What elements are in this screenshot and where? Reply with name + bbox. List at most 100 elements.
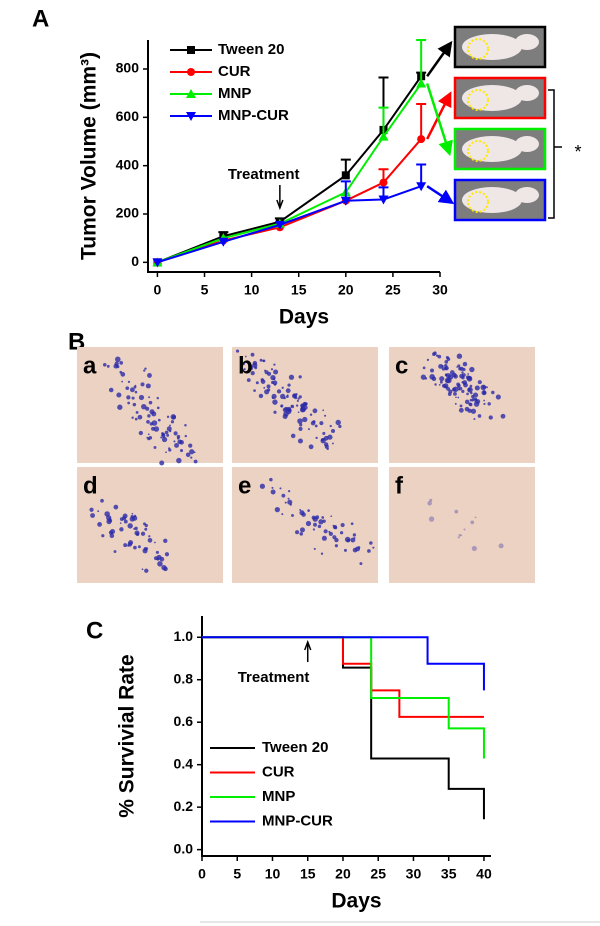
stain-dot: [193, 459, 198, 464]
stain-dot: [457, 383, 461, 388]
x-tick-label: 25: [370, 866, 386, 882]
tumor-circle: [467, 89, 489, 111]
stain-dot: [308, 444, 314, 450]
stain-dot: [332, 524, 337, 530]
stain-dot: [441, 367, 446, 371]
stain-dot: [454, 402, 457, 405]
stain-dot: [149, 422, 154, 426]
mouse-body: [462, 34, 522, 60]
stain-dot: [431, 376, 437, 382]
stain-dot: [273, 410, 277, 414]
stain-dot: [138, 394, 145, 401]
micrograph: [77, 347, 223, 463]
stain-dot: [312, 408, 318, 414]
stain-dot: [422, 366, 426, 370]
stain-dot: [473, 418, 476, 421]
stain-dot: [474, 385, 480, 391]
stain-dot: [272, 399, 278, 405]
stain-dot: [312, 528, 316, 531]
stain-dot: [470, 520, 475, 525]
stain-dot: [159, 460, 165, 466]
panel-label: C: [86, 617, 103, 644]
mouse-body: [462, 136, 522, 162]
stain-dot: [137, 414, 143, 420]
stain-dot: [273, 369, 279, 375]
stain-dot: [102, 363, 107, 367]
stain-dot: [281, 513, 284, 516]
error-bar: [416, 103, 427, 140]
stain-dot: [127, 380, 131, 383]
y-axis-title: Tumor Volume (mm³): [78, 52, 101, 260]
stain-dot: [133, 514, 137, 518]
stain-dot: [161, 436, 168, 443]
stain-dot: [125, 386, 130, 390]
stain-dot: [470, 391, 473, 395]
stain-dot: [315, 436, 318, 440]
annotation-arrow: [304, 639, 312, 662]
pointer-arrow: [426, 40, 453, 77]
series-line: [157, 75, 422, 264]
stain-dot: [245, 360, 249, 364]
stain-dot: [100, 498, 104, 503]
stain-dot: [143, 547, 148, 551]
stain-dot: [148, 535, 151, 538]
marker: [218, 237, 229, 247]
stain-dot: [463, 528, 466, 531]
stain-dot: [258, 393, 264, 399]
stain-dot: [459, 373, 464, 379]
stain-dot: [146, 420, 150, 424]
stain-dot: [271, 486, 274, 489]
stain-dot: [300, 403, 306, 409]
stain-dot: [297, 397, 300, 400]
mouse-body: [462, 85, 522, 111]
stain-dot: [259, 358, 263, 362]
marker: [379, 178, 388, 187]
marker: [378, 131, 389, 141]
stain-dot: [115, 356, 121, 363]
stain-dot: [161, 432, 166, 437]
stain-dot: [274, 506, 280, 513]
stain-dot: [266, 384, 271, 389]
stain-dot: [439, 376, 445, 382]
stain-dot: [298, 395, 302, 399]
stain-dot: [302, 416, 308, 423]
stain-dot: [279, 487, 282, 490]
stain-dot: [116, 364, 120, 369]
stain-dot: [97, 510, 100, 513]
marker: [187, 68, 195, 76]
stain-dot: [305, 520, 312, 527]
stain-dot: [357, 546, 361, 549]
bracket: [548, 89, 562, 219]
mouse-head: [515, 187, 539, 203]
stain-dot: [482, 390, 486, 393]
pointer-arrow: [426, 185, 455, 205]
stain-dot: [420, 374, 427, 380]
micrograph-label: d: [83, 472, 98, 499]
stain-dot: [470, 408, 477, 414]
stain-dot: [127, 542, 133, 547]
micrograph-label: a: [83, 352, 97, 379]
stain-dot: [176, 457, 182, 464]
stain-dot: [147, 537, 153, 543]
stain-dot: [456, 366, 458, 368]
stain-dot: [461, 371, 464, 374]
y-tick-label: 800: [116, 60, 140, 76]
x-tick-label: 20: [338, 282, 354, 298]
stain-dot: [467, 373, 470, 375]
stain-dot: [458, 407, 464, 413]
marker: [187, 46, 195, 54]
stain-dot: [487, 402, 491, 406]
stain-dot: [117, 404, 123, 410]
stain-dot: [318, 519, 324, 525]
stain-dot: [244, 355, 247, 358]
stain-dot: [483, 402, 486, 406]
stain-dot: [322, 409, 325, 412]
stain-dot: [291, 514, 294, 517]
stain-dot: [144, 367, 147, 370]
stain-dot: [320, 438, 326, 444]
micrograph: [389, 467, 535, 583]
stain-dot: [173, 440, 176, 443]
x-tick-label: 25: [385, 282, 401, 298]
x-tick-label: 10: [244, 282, 260, 298]
stain-dot: [106, 518, 112, 525]
